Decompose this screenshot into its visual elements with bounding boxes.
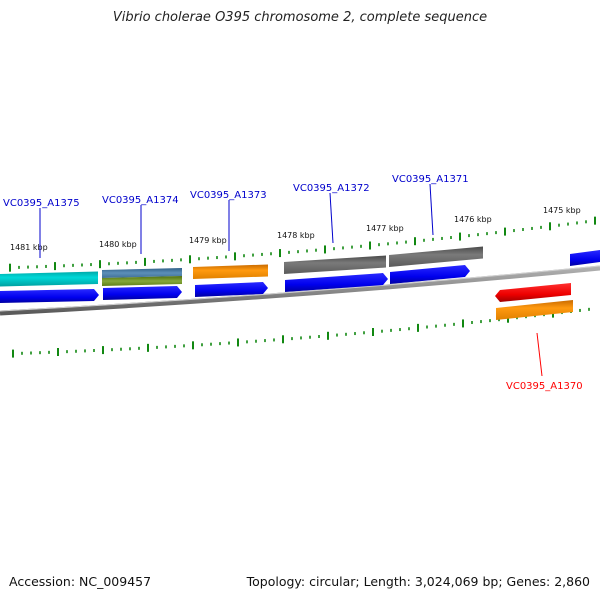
gene-label-vc0395-a1373[interactable]: VC0395_A1373: [190, 190, 267, 201]
label-leaders: [39, 183, 543, 377]
gene-arrow-forward[interactable]: [570, 250, 600, 266]
feature-orange[interactable]: [193, 264, 268, 280]
tick-label: 1476 kbp: [454, 215, 492, 224]
feature-cyan[interactable]: [0, 271, 98, 287]
feature-track-upper: [0, 246, 600, 287]
feature-olive[interactable]: [102, 276, 182, 286]
feature-steelblue[interactable]: [102, 268, 182, 278]
gene-label-vc0395-a1372[interactable]: VC0395_A1372: [293, 183, 370, 194]
feature-orange-lower[interactable]: [496, 300, 573, 320]
chromosome-backbone: [0, 265, 600, 316]
gene-arrow-vc0395-a1374[interactable]: [103, 286, 182, 300]
gene-label-vc0395-a1374[interactable]: VC0395_A1374: [102, 195, 179, 206]
tick-label: 1479 kbp: [189, 236, 227, 245]
tick-label: 1480 kbp: [99, 240, 137, 249]
gene-arrow-vc0395-a1370[interactable]: [495, 283, 571, 302]
accession-text: Accession: NC_009457: [9, 574, 152, 589]
gene-arrow-vc0395-a1375[interactable]: [0, 289, 99, 303]
gene-arrow-vc0395-a1372[interactable]: [285, 273, 388, 292]
feature-gray[interactable]: [389, 246, 483, 268]
gene-label-vc0395-a1371[interactable]: VC0395_A1371: [392, 174, 469, 185]
gene-label-vc0395-a1375[interactable]: VC0395_A1375: [3, 198, 80, 209]
gene-arrow-vc0395-a1371[interactable]: [390, 265, 470, 284]
map-title: Vibrio cholerae O395 chromosome 2, compl…: [112, 10, 488, 25]
cds-track-reverse: [495, 283, 573, 320]
summary-text: Topology: circular; Length: 3,024,069 bp…: [246, 574, 590, 589]
feature-gray[interactable]: [284, 255, 386, 275]
gene-label-vc0395-a1370[interactable]: VC0395_A1370: [506, 381, 583, 392]
tick-label: 1475 kbp: [543, 206, 581, 215]
cds-track-forward: [0, 265, 470, 303]
scale-ticks-outer: [9, 216, 596, 272]
tick-label: 1477 kbp: [366, 224, 404, 233]
tick-label: 1481 kbp: [10, 243, 48, 252]
tick-label: 1478 kbp: [277, 231, 315, 240]
gene-arrow-vc0395-a1373[interactable]: [195, 282, 268, 297]
